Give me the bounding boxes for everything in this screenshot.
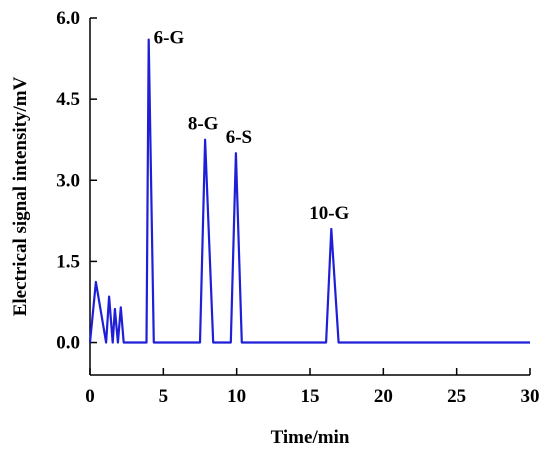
peak-label-8-g: 8-G (188, 114, 219, 135)
x-tick-label: 0 (85, 386, 95, 407)
y-axis-title: Electrical signal intensity/mV (10, 76, 31, 316)
y-tick-label: 3.0 (56, 170, 80, 191)
x-tick-label: 15 (301, 386, 320, 407)
y-axis-ticks: 0.0 1.5 3.0 4.5 6.0 (56, 8, 97, 354)
y-tick-label: 1.5 (56, 251, 80, 272)
signal-trace-line (88, 38, 530, 344)
peak-label-6-g: 6-G (154, 28, 185, 49)
x-axis-title: Time/min (271, 427, 350, 448)
y-tick-label: 4.5 (56, 89, 80, 110)
x-tick-label: 25 (447, 386, 466, 407)
x-tick-label: 5 (159, 386, 169, 407)
peak-label-6-s: 6-S (226, 127, 252, 148)
peak-annotations: 6-G 8-G 6-S 10-G (154, 28, 350, 224)
x-tick-label: 10 (227, 386, 246, 407)
x-axis-ticks: 0 5 10 15 20 25 30 (85, 368, 540, 407)
peak-label-10-g: 10-G (309, 203, 349, 224)
y-tick-label: 0.0 (56, 333, 80, 354)
x-tick-label: 20 (374, 386, 393, 407)
x-tick-label: 30 (521, 386, 540, 407)
axes (89, 18, 530, 376)
y-tick-label: 6.0 (56, 8, 80, 29)
series-group (88, 38, 530, 344)
